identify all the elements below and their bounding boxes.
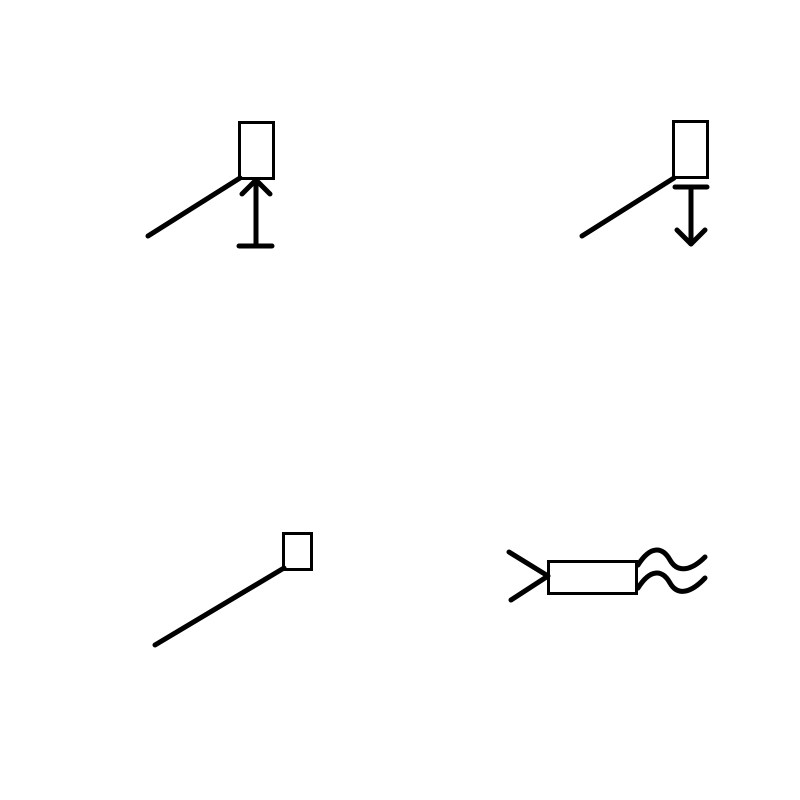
- fork-box-wave-icon: [509, 550, 705, 600]
- small-box: [284, 534, 312, 570]
- diagonal-arm-line: [582, 178, 674, 236]
- diagonal-arm-line: [148, 178, 240, 236]
- lower-wave: [638, 573, 705, 591]
- diagonal-arm-line: [155, 568, 284, 645]
- arm-with-upward-arrow-icon: [148, 123, 274, 247]
- plain-arm-icon: [155, 534, 312, 646]
- horizontal-box: [549, 562, 637, 594]
- arm-with-downward-arrow-icon: [582, 122, 708, 245]
- tall-box: [674, 122, 708, 178]
- fork-lines: [509, 552, 548, 600]
- upper-wave: [638, 550, 705, 569]
- tall-box: [240, 123, 274, 179]
